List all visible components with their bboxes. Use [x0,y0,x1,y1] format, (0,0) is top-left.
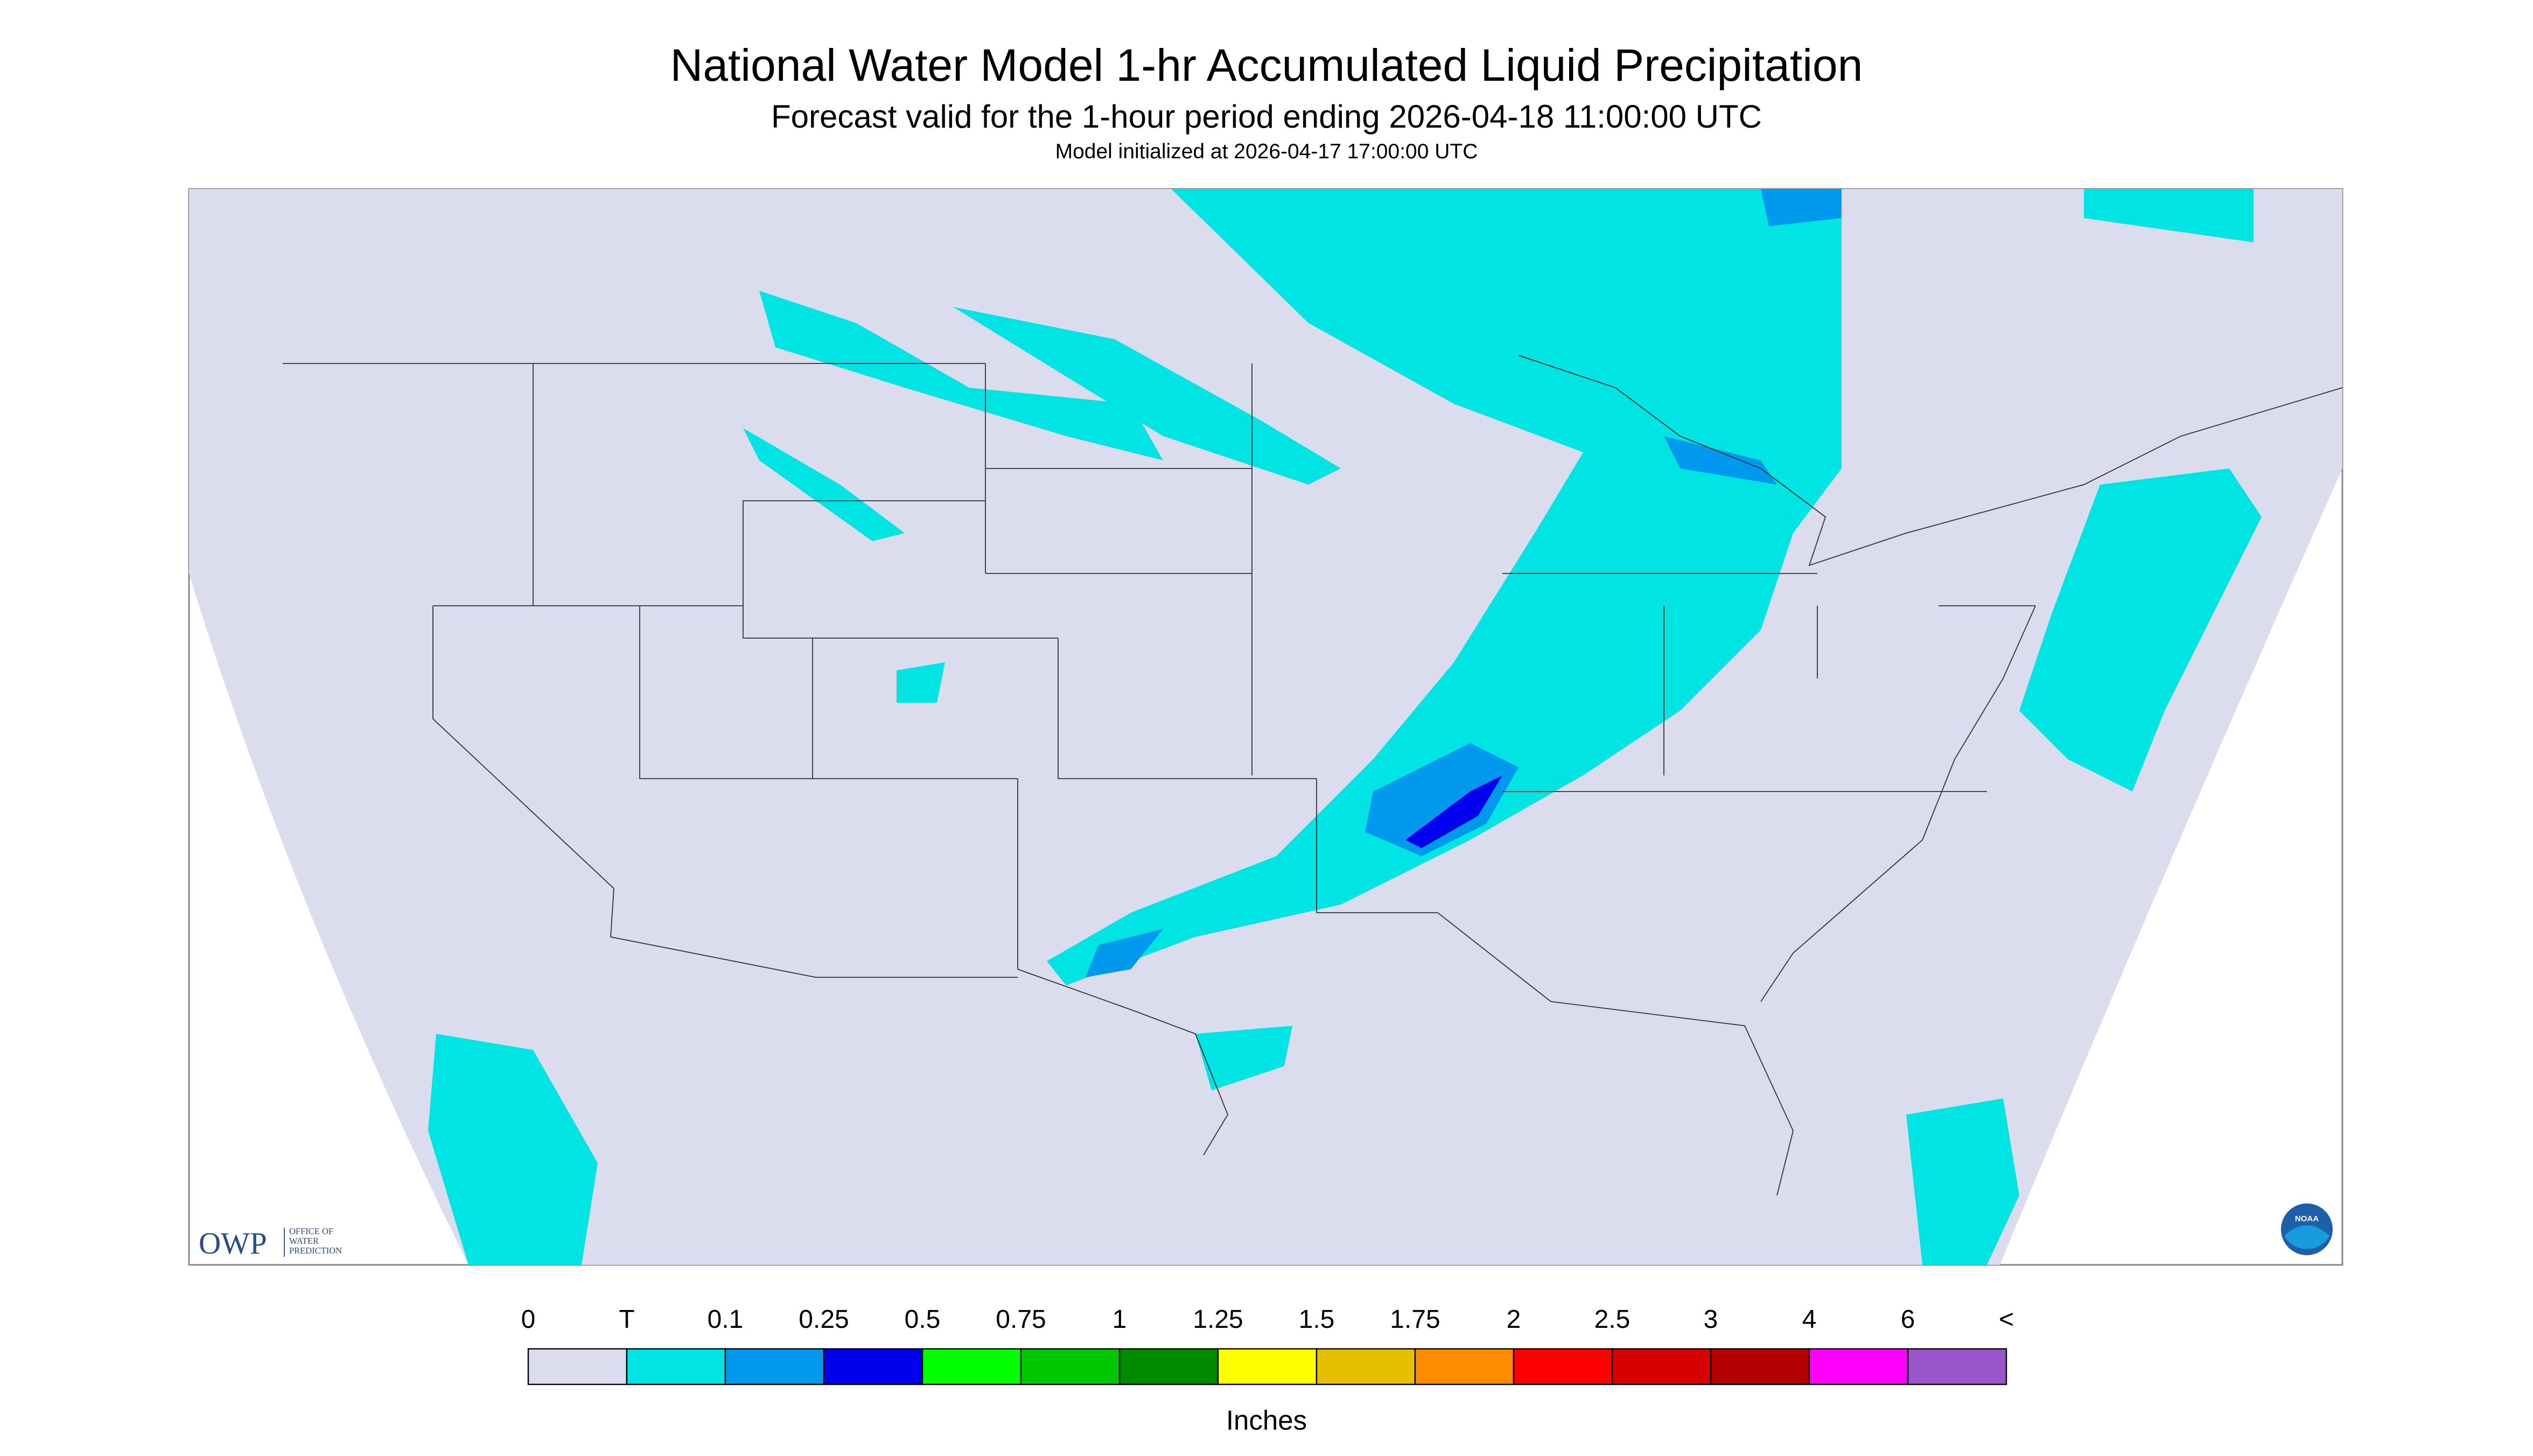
title: National Water Model 1-hr Accumulated Li… [670,40,1863,90]
legend-label: 2 [1507,1305,1521,1334]
legend-swatch [1513,1348,1613,1385]
legend-label: 0 [521,1305,536,1334]
legend-swatch [1907,1348,2007,1385]
legend-label: 2.5 [1594,1305,1631,1334]
legend-label: 4 [1802,1305,1817,1334]
noaa-wave [2284,1225,2329,1249]
legend-swatch [1020,1348,1121,1385]
legend-swatch [724,1348,825,1385]
precip-moderate [1086,189,1842,978]
legend-label: < [1999,1305,2014,1334]
owp-name: OFFICE OF [289,1226,333,1236]
legend-label: 1.75 [1390,1305,1440,1334]
legend-label: 1.5 [1299,1305,1335,1334]
legend-swatch [1611,1348,1712,1385]
legend-label: 6 [1901,1305,1915,1334]
legend-label: 0.5 [905,1305,941,1334]
legend-swatch [1414,1348,1515,1385]
noaa-text: NOAA [2295,1214,2319,1223]
legend-swatch [1118,1348,1219,1385]
legend-swatch [1316,1348,1416,1385]
legend-swatch [921,1348,1022,1385]
legend-swatch [527,1348,628,1385]
boundaries [283,355,2343,1196]
init-note: Model initialized at 2026-04-17 17:00:00… [1055,140,1478,163]
legend-swatch [626,1348,726,1385]
owp-name: WATER [289,1236,319,1246]
legend-units: Inches [1226,1405,1307,1436]
legend-swatch [823,1348,923,1385]
legend-swatch [1710,1348,1810,1385]
legend-swatch [1808,1348,1909,1385]
legend-swatch [1217,1348,1318,1385]
legend-label: 0.1 [708,1305,744,1334]
legend-label: T [619,1305,634,1334]
precip-light [428,189,2262,1265]
owp-logo: OWP [199,1227,267,1261]
legend-label: 3 [1704,1305,1718,1334]
legend-label: 0.25 [799,1305,849,1334]
map: OWP OFFICE OF WATER PREDICTION NOAA [188,188,2343,1266]
precip-heavy [1405,775,1502,849]
subtitle: Forecast valid for the 1-hour period end… [771,99,1762,135]
legend-label: 1 [1112,1305,1127,1334]
legend-label: 0.75 [996,1305,1046,1334]
legend: 0 T 0.1 0.25 0.5 0.75 1 1.25 1.5 1.75 2 2.5 3 4 6 < [521,1305,2014,1385]
legend-label: 1.25 [1193,1305,1243,1334]
owp-name: PREDICTION [289,1245,342,1256]
